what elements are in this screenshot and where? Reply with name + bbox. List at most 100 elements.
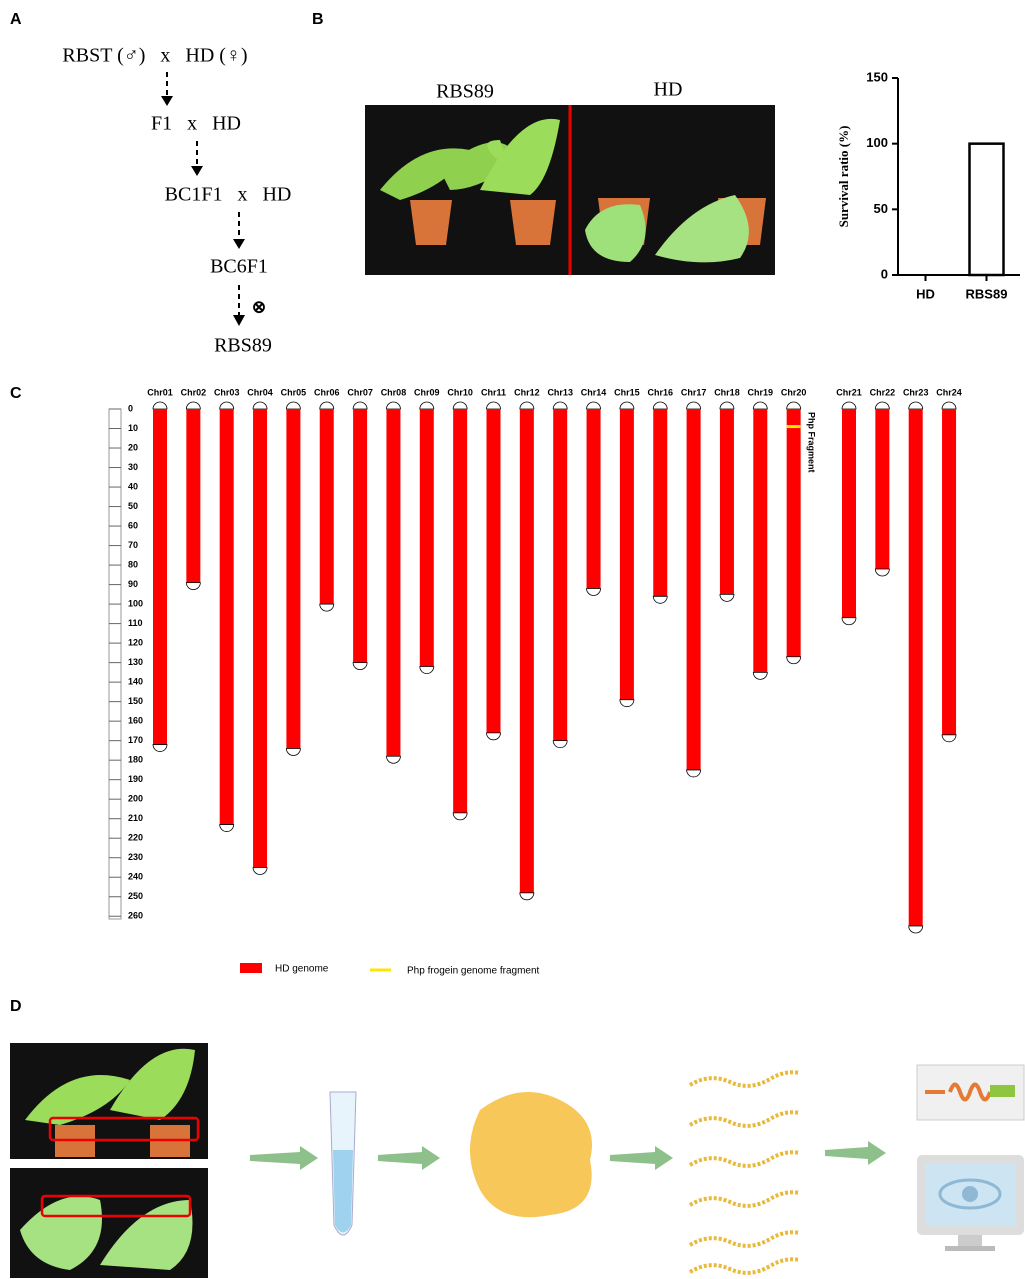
chromosome-bar <box>453 409 467 813</box>
chromosome-bar <box>153 409 167 745</box>
chromosome-cap <box>453 402 467 409</box>
chromosome-bar <box>653 409 667 596</box>
chromosome-bar <box>186 409 200 583</box>
y-tick-label: 120 <box>128 637 143 647</box>
chromosome-cap <box>753 672 767 679</box>
chromosome-label: Chr23 <box>903 387 929 397</box>
legend-label: Php frogein genome fragment <box>407 966 540 977</box>
chromosome-cap <box>653 402 667 409</box>
y-tick-label: 150 <box>866 69 888 84</box>
chromosome-cap <box>186 402 200 409</box>
chromosome-cap <box>253 867 267 874</box>
chromosome-label: Chr09 <box>414 387 440 397</box>
chromosome-cap <box>587 402 601 409</box>
y-tick-label: 210 <box>128 813 143 823</box>
chromosome-bar <box>842 409 856 618</box>
chromosome-label: Chr06 <box>314 387 340 397</box>
chromosome-cap <box>320 402 334 409</box>
chromosome-cap <box>186 583 200 590</box>
chromosome-label: Chr05 <box>281 387 307 397</box>
chromosome-label: Chr15 <box>614 387 640 397</box>
chromosome-label: Chr20 <box>781 387 807 397</box>
y-tick-label: 200 <box>128 794 143 804</box>
y-axis-label: Survival ratio (%) <box>836 126 851 228</box>
chromosome-cap <box>909 402 923 409</box>
chromosome-bar <box>286 409 300 748</box>
chromosome-bar <box>353 409 367 663</box>
chromosome-label: Chr03 <box>214 387 240 397</box>
panel-label: D <box>10 998 22 1015</box>
chromosome-cap <box>153 745 167 752</box>
y-tick-label: 100 <box>128 598 143 608</box>
chromosome-cap <box>386 402 400 409</box>
y-tick-label: 80 <box>128 559 138 569</box>
chromosome-bar <box>220 409 234 825</box>
chromosome-bar <box>620 409 634 700</box>
chromosome-cap <box>909 926 923 933</box>
y-tick-label: 60 <box>128 520 138 530</box>
chromosome-bar <box>687 409 701 770</box>
chromosome-cap <box>842 618 856 625</box>
photo-label: HD <box>654 79 683 101</box>
chromosome-cap <box>653 596 667 603</box>
chromosome-cap <box>320 604 334 611</box>
chromosome-label: Chr04 <box>247 387 273 397</box>
y-tick-label: 20 <box>128 442 138 452</box>
chromosome-cap <box>553 741 567 748</box>
breeding-step: RBS89 <box>214 335 272 357</box>
chromosome-cap <box>520 402 534 409</box>
legend-label: HD genome <box>275 964 329 975</box>
chromosome-cap <box>386 756 400 763</box>
chromosome-cap <box>620 402 634 409</box>
selfing-symbol: ⊗ <box>252 297 266 316</box>
chromosome-label: Chr19 <box>748 387 774 397</box>
chromosome-cap <box>487 733 501 740</box>
chromosome-cap <box>420 667 434 674</box>
chromosome-bar <box>787 409 801 657</box>
breeding-step: RBST (♂) x HD (♀) <box>62 45 247 67</box>
chromosome-label: Chr12 <box>514 387 540 397</box>
chromosome-bar <box>553 409 567 741</box>
y-tick-label: 110 <box>128 618 143 628</box>
chromosome-cap <box>286 402 300 409</box>
y-tick-label: 260 <box>128 911 143 921</box>
y-tick-label: 150 <box>128 696 143 706</box>
y-tick-label: 50 <box>874 201 888 216</box>
chromosome-label: Chr21 <box>836 387 862 397</box>
workflow <box>10 1043 1024 1278</box>
y-tick-label: 50 <box>128 501 138 511</box>
chromosome-bar <box>520 409 534 893</box>
y-tick-label: 170 <box>128 735 143 745</box>
y-tick-label: 0 <box>128 403 133 413</box>
y-tick-label: 140 <box>128 677 143 687</box>
chromosome-cap <box>687 770 701 777</box>
chromosome-cap <box>453 813 467 820</box>
chromosome-label: Chr14 <box>581 387 607 397</box>
chromosome-cap <box>253 402 267 409</box>
chromosome-label: Chr13 <box>547 387 573 397</box>
chromosome-bar <box>253 409 267 867</box>
chromosome-cap <box>875 402 889 409</box>
panel-label: B <box>312 11 324 28</box>
chromosome-label: Chr07 <box>347 387 373 397</box>
panel-label: C <box>10 385 22 402</box>
chromosome-bar <box>875 409 889 569</box>
chromosome-cap <box>220 402 234 409</box>
y-tick-label: 240 <box>128 872 143 882</box>
y-tick-label: 70 <box>128 540 138 550</box>
y-tick-label: 30 <box>128 462 138 472</box>
x-tick-label: HD <box>916 286 935 301</box>
panel-label: A <box>10 11 22 28</box>
chromosome-label: Chr01 <box>147 387 173 397</box>
chromosome-cap <box>353 402 367 409</box>
chromosome-cap <box>520 893 534 900</box>
chromosome-bar <box>942 409 956 735</box>
chromosome-cap <box>720 594 734 601</box>
y-tick-label: 130 <box>128 657 143 667</box>
chromosome-cap <box>286 748 300 755</box>
y-tick-label: 220 <box>128 833 143 843</box>
fragment-mark <box>787 425 801 428</box>
chromosome-label: Chr18 <box>714 387 740 397</box>
scale-ruler <box>109 409 121 919</box>
y-tick-label: 0 <box>881 266 888 281</box>
